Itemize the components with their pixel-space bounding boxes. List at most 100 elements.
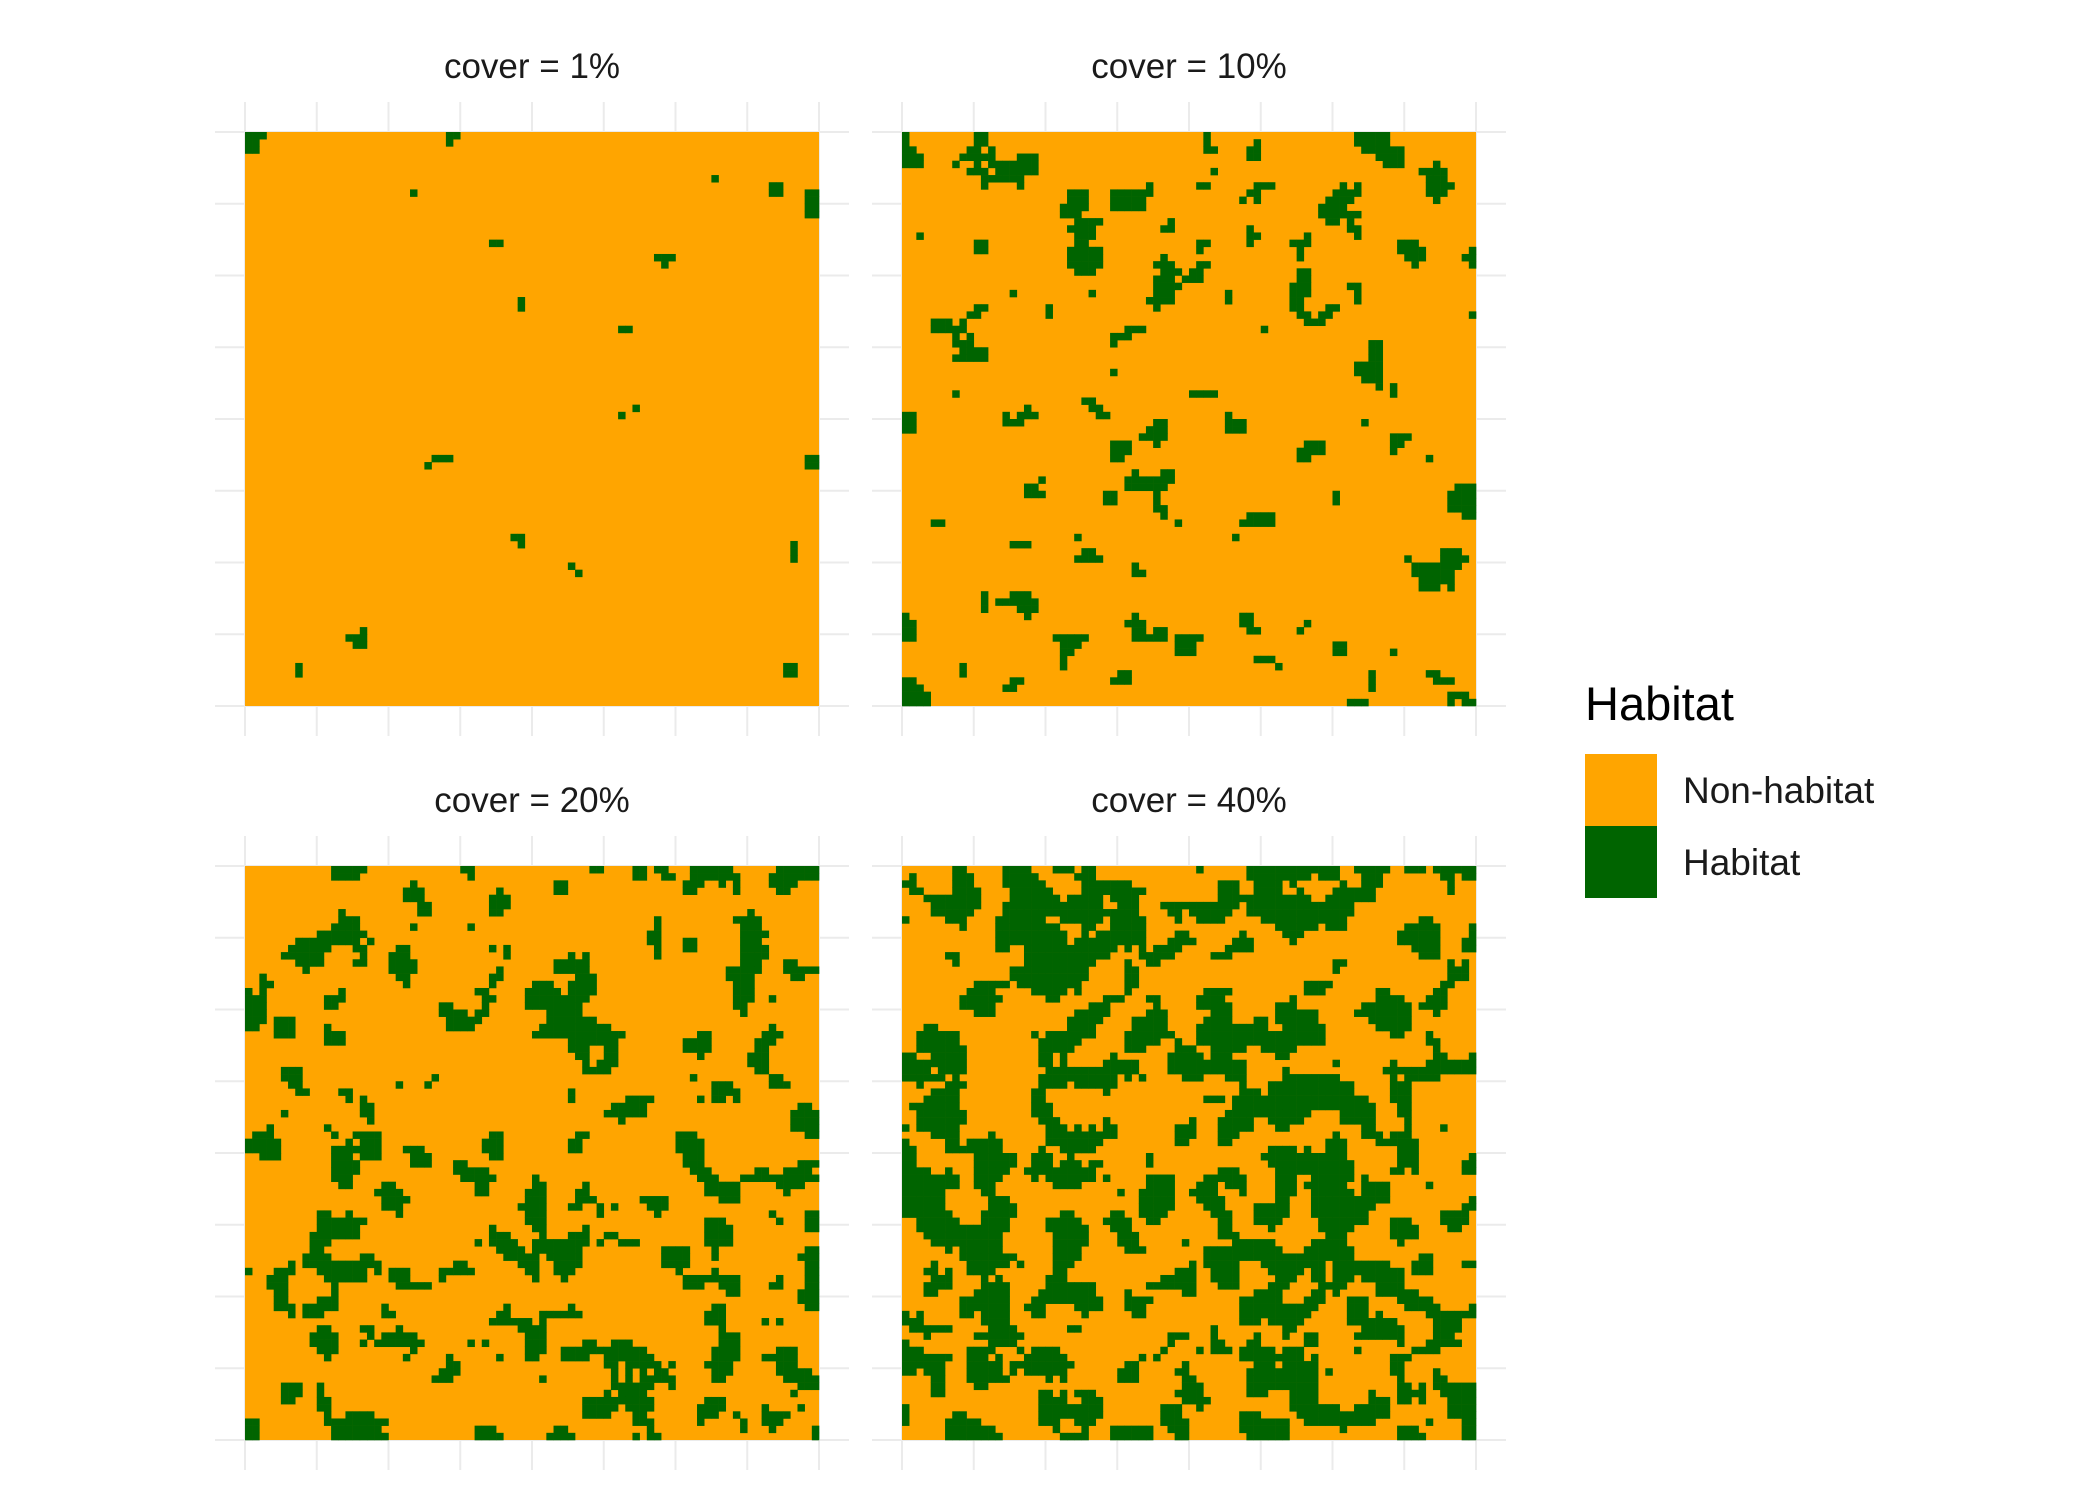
habitat-cell bbox=[916, 1102, 924, 1111]
habitat-cell bbox=[1468, 944, 1477, 953]
habitat-cell bbox=[811, 1267, 820, 1276]
habitat-cell bbox=[1095, 916, 1104, 924]
habitat-cell bbox=[1318, 901, 1326, 910]
habitat-cell bbox=[973, 1418, 982, 1426]
habitat-cell bbox=[1038, 1081, 1046, 1089]
habitat-cell bbox=[711, 1353, 719, 1362]
habitat-cell bbox=[632, 1404, 640, 1412]
habitat-cell bbox=[273, 1282, 282, 1290]
habitat-cell bbox=[1124, 1246, 1132, 1254]
habitat-cell bbox=[1346, 1224, 1355, 1233]
habitat-cell bbox=[1468, 1203, 1477, 1211]
habitat-cell bbox=[1468, 1160, 1477, 1168]
habitat-cell bbox=[1389, 1361, 1398, 1369]
habitat-cell bbox=[761, 1059, 770, 1068]
habitat-cell bbox=[980, 1153, 989, 1161]
habitat-cell bbox=[1318, 1167, 1326, 1175]
habitat-cell bbox=[560, 1346, 569, 1355]
habitat-cell bbox=[1260, 1425, 1269, 1434]
habitat-cell bbox=[1059, 930, 1068, 939]
habitat-cell bbox=[1332, 1081, 1340, 1089]
habitat-cell bbox=[1461, 1389, 1470, 1398]
habitat-cell bbox=[532, 995, 540, 1003]
habitat-cell bbox=[930, 1131, 939, 1139]
habitat-cell bbox=[1382, 153, 1391, 161]
habitat-cell bbox=[1124, 677, 1132, 685]
habitat-cell bbox=[1447, 1310, 1455, 1319]
habitat-cell bbox=[388, 1188, 396, 1197]
habitat-cell bbox=[1138, 1203, 1147, 1211]
habitat-cell bbox=[1397, 1023, 1405, 1032]
habitat-cell bbox=[959, 153, 967, 161]
habitat-cell bbox=[1045, 1274, 1053, 1283]
habitat-cell bbox=[937, 1231, 946, 1240]
habitat-cell bbox=[937, 1059, 946, 1068]
habitat-cell bbox=[959, 887, 967, 895]
habitat-cell bbox=[909, 1346, 917, 1355]
habitat-cell bbox=[1217, 1231, 1226, 1240]
habitat-cell bbox=[1110, 189, 1118, 197]
habitat-cell bbox=[1267, 1217, 1276, 1226]
habitat-cell bbox=[1023, 887, 1032, 895]
habitat-cell bbox=[1174, 916, 1183, 924]
habitat-cell bbox=[740, 923, 748, 931]
habitat-cell bbox=[725, 1339, 734, 1348]
habitat-cell bbox=[1368, 873, 1376, 881]
habitat-cell bbox=[1404, 1303, 1412, 1312]
habitat-cell bbox=[1354, 1418, 1362, 1426]
habitat-cell bbox=[1074, 533, 1082, 542]
habitat-cell bbox=[1468, 490, 1477, 499]
habitat-cell bbox=[1167, 952, 1175, 960]
habitat-cell bbox=[973, 1167, 982, 1175]
habitat-cell bbox=[1461, 973, 1470, 982]
habitat-cell bbox=[1074, 1138, 1082, 1147]
habitat-cell bbox=[1081, 1310, 1089, 1319]
habitat-cell bbox=[1067, 1038, 1075, 1046]
habitat-cell bbox=[1217, 1260, 1226, 1269]
habitat-cell bbox=[697, 1274, 705, 1283]
habitat-cell bbox=[395, 1081, 404, 1089]
habitat-cell bbox=[1303, 1038, 1312, 1046]
habitat-cell bbox=[359, 1274, 368, 1283]
habitat-cell bbox=[952, 909, 960, 917]
habitat-cell bbox=[1289, 289, 1297, 298]
habitat-cell bbox=[1009, 880, 1018, 888]
habitat-cell bbox=[1325, 203, 1333, 212]
habitat-cell bbox=[1418, 866, 1427, 874]
habitat-cell bbox=[732, 1282, 741, 1290]
habitat-cell bbox=[1189, 1282, 1197, 1290]
habitat-cell bbox=[1009, 419, 1018, 427]
habitat-cell bbox=[1440, 1332, 1448, 1340]
habitat-cell bbox=[959, 340, 967, 348]
habitat-cell bbox=[1102, 490, 1111, 499]
habitat-cell bbox=[1145, 483, 1154, 492]
habitat-cell bbox=[1153, 952, 1161, 960]
habitat-cell bbox=[1067, 1016, 1075, 1025]
habitat-cell bbox=[1059, 641, 1068, 649]
habitat-cell bbox=[288, 1023, 296, 1032]
habitat-cell bbox=[923, 1045, 931, 1053]
habitat-cell bbox=[930, 1210, 939, 1218]
habitat-cell bbox=[603, 1353, 612, 1362]
habitat-cell bbox=[995, 1246, 1003, 1254]
habitat-cell bbox=[988, 995, 996, 1003]
habitat-cell bbox=[366, 1145, 375, 1154]
habitat-cell bbox=[610, 1339, 619, 1348]
habitat-cell bbox=[1425, 1296, 1434, 1304]
habitat-cell bbox=[1454, 1389, 1462, 1398]
habitat-cell bbox=[1432, 1310, 1441, 1319]
habitat-cell bbox=[1160, 1174, 1168, 1182]
habitat-cell bbox=[1382, 1260, 1391, 1269]
habitat-cell bbox=[952, 325, 960, 334]
habitat-cell bbox=[1282, 1038, 1290, 1046]
habitat-cell bbox=[1454, 1339, 1462, 1348]
habitat-cell bbox=[1059, 1368, 1068, 1376]
habitat-cell bbox=[1002, 411, 1010, 420]
habitat-cell bbox=[1303, 1016, 1312, 1025]
habitat-cell bbox=[909, 887, 917, 895]
habitat-cell bbox=[1375, 1310, 1384, 1319]
habitat-cell bbox=[1160, 1023, 1168, 1032]
habitat-cell bbox=[1275, 1274, 1283, 1283]
habitat-cell bbox=[1023, 612, 1032, 621]
habitat-cell bbox=[1318, 1174, 1326, 1182]
